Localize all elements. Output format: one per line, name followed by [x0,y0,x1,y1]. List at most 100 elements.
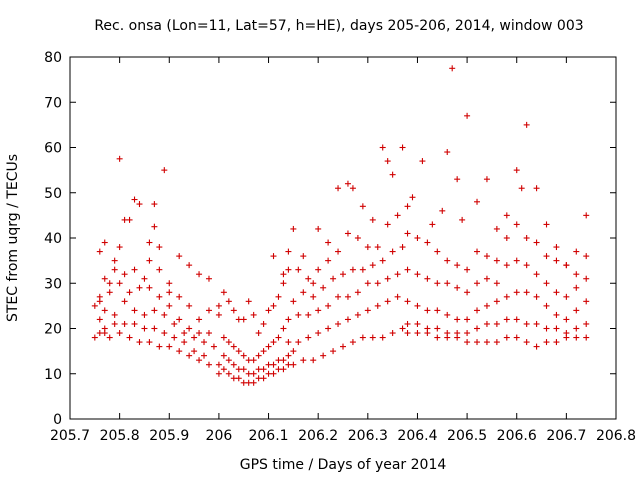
data-point [290,361,297,368]
data-point [483,253,490,260]
data-point [285,352,292,359]
data-point [250,357,257,364]
data-point [186,352,193,359]
data-point [161,167,168,174]
data-point [230,361,237,368]
x-tick-label: 206.1 [248,428,288,444]
data-point [116,330,123,337]
data-point [196,316,203,323]
data-point [151,223,158,230]
data-point [518,185,525,192]
data-point [414,320,421,327]
y-tick-label: 50 [44,186,62,202]
data-point [315,307,322,314]
data-point [384,158,391,165]
data-point [364,244,371,251]
x-axis: 205.7 205.8 205.9 206 206.1 206.2 206.3 206.4 20… [50,57,636,444]
data-point [176,293,183,300]
data-point [186,302,193,309]
data-point [111,311,118,318]
data-point [191,348,198,355]
data-point [394,271,401,278]
data-point [354,235,361,241]
data-point [141,275,148,282]
data-point [230,343,237,350]
data-point [270,302,277,309]
data-point [493,298,500,305]
y-tick-label: 0 [53,412,62,428]
data-point [156,244,163,251]
data-point [404,203,411,210]
data-point [384,275,391,282]
data-point [444,257,451,264]
data-point [295,339,302,346]
data-point [424,275,431,282]
data-point [379,334,386,341]
data-point [101,307,108,314]
data-point [434,334,441,341]
data-point [121,298,128,305]
data-point [220,366,227,373]
data-point [424,239,431,246]
data-point [354,289,361,296]
data-point [483,302,490,309]
data-point [444,149,451,156]
data-point [349,266,356,273]
data-point [503,212,510,219]
data-point [543,280,550,287]
data-point [414,271,421,278]
data-point [210,343,217,350]
data-point [201,352,208,359]
data-point [270,253,277,260]
data-point [369,216,376,223]
data-point [285,248,292,255]
data-point [136,284,143,291]
data-point [101,275,108,282]
data-point [474,307,481,314]
data-point [176,348,183,355]
data-point [474,280,481,287]
data-point [260,320,267,327]
data-point [320,352,327,359]
data-point [146,257,153,264]
data-point [359,334,366,341]
data-point [369,262,376,269]
data-point [335,293,342,300]
data-point [220,352,227,359]
data-point [186,262,193,269]
data-point [310,293,317,300]
data-point [315,330,322,337]
data-point [280,280,287,287]
data-point [191,334,198,341]
x-tick-label: 206.6 [497,428,537,444]
data-point [335,320,342,327]
data-point [359,203,366,210]
data-point [374,302,381,309]
data-point [503,293,510,300]
data-point [310,357,317,364]
data-point [573,325,580,332]
data-point [330,348,337,355]
data-point [225,357,232,364]
data-point [523,339,530,346]
data-point [364,307,371,314]
data-point [186,325,193,332]
x-tick-label: 205.9 [149,428,189,444]
data-point [225,339,232,346]
data-point [429,221,436,228]
data-point [454,334,461,341]
data-point [394,212,401,219]
data-point [444,311,451,318]
data-point [91,334,98,341]
data-point [364,280,371,287]
data-point [111,257,118,264]
data-point [483,339,490,346]
data-point [404,330,411,337]
data-point [196,357,203,364]
data-point [325,257,332,264]
data-point [270,361,277,368]
data-point [205,330,212,337]
data-point [533,239,540,246]
data-point [439,207,446,214]
data-point [260,375,267,382]
